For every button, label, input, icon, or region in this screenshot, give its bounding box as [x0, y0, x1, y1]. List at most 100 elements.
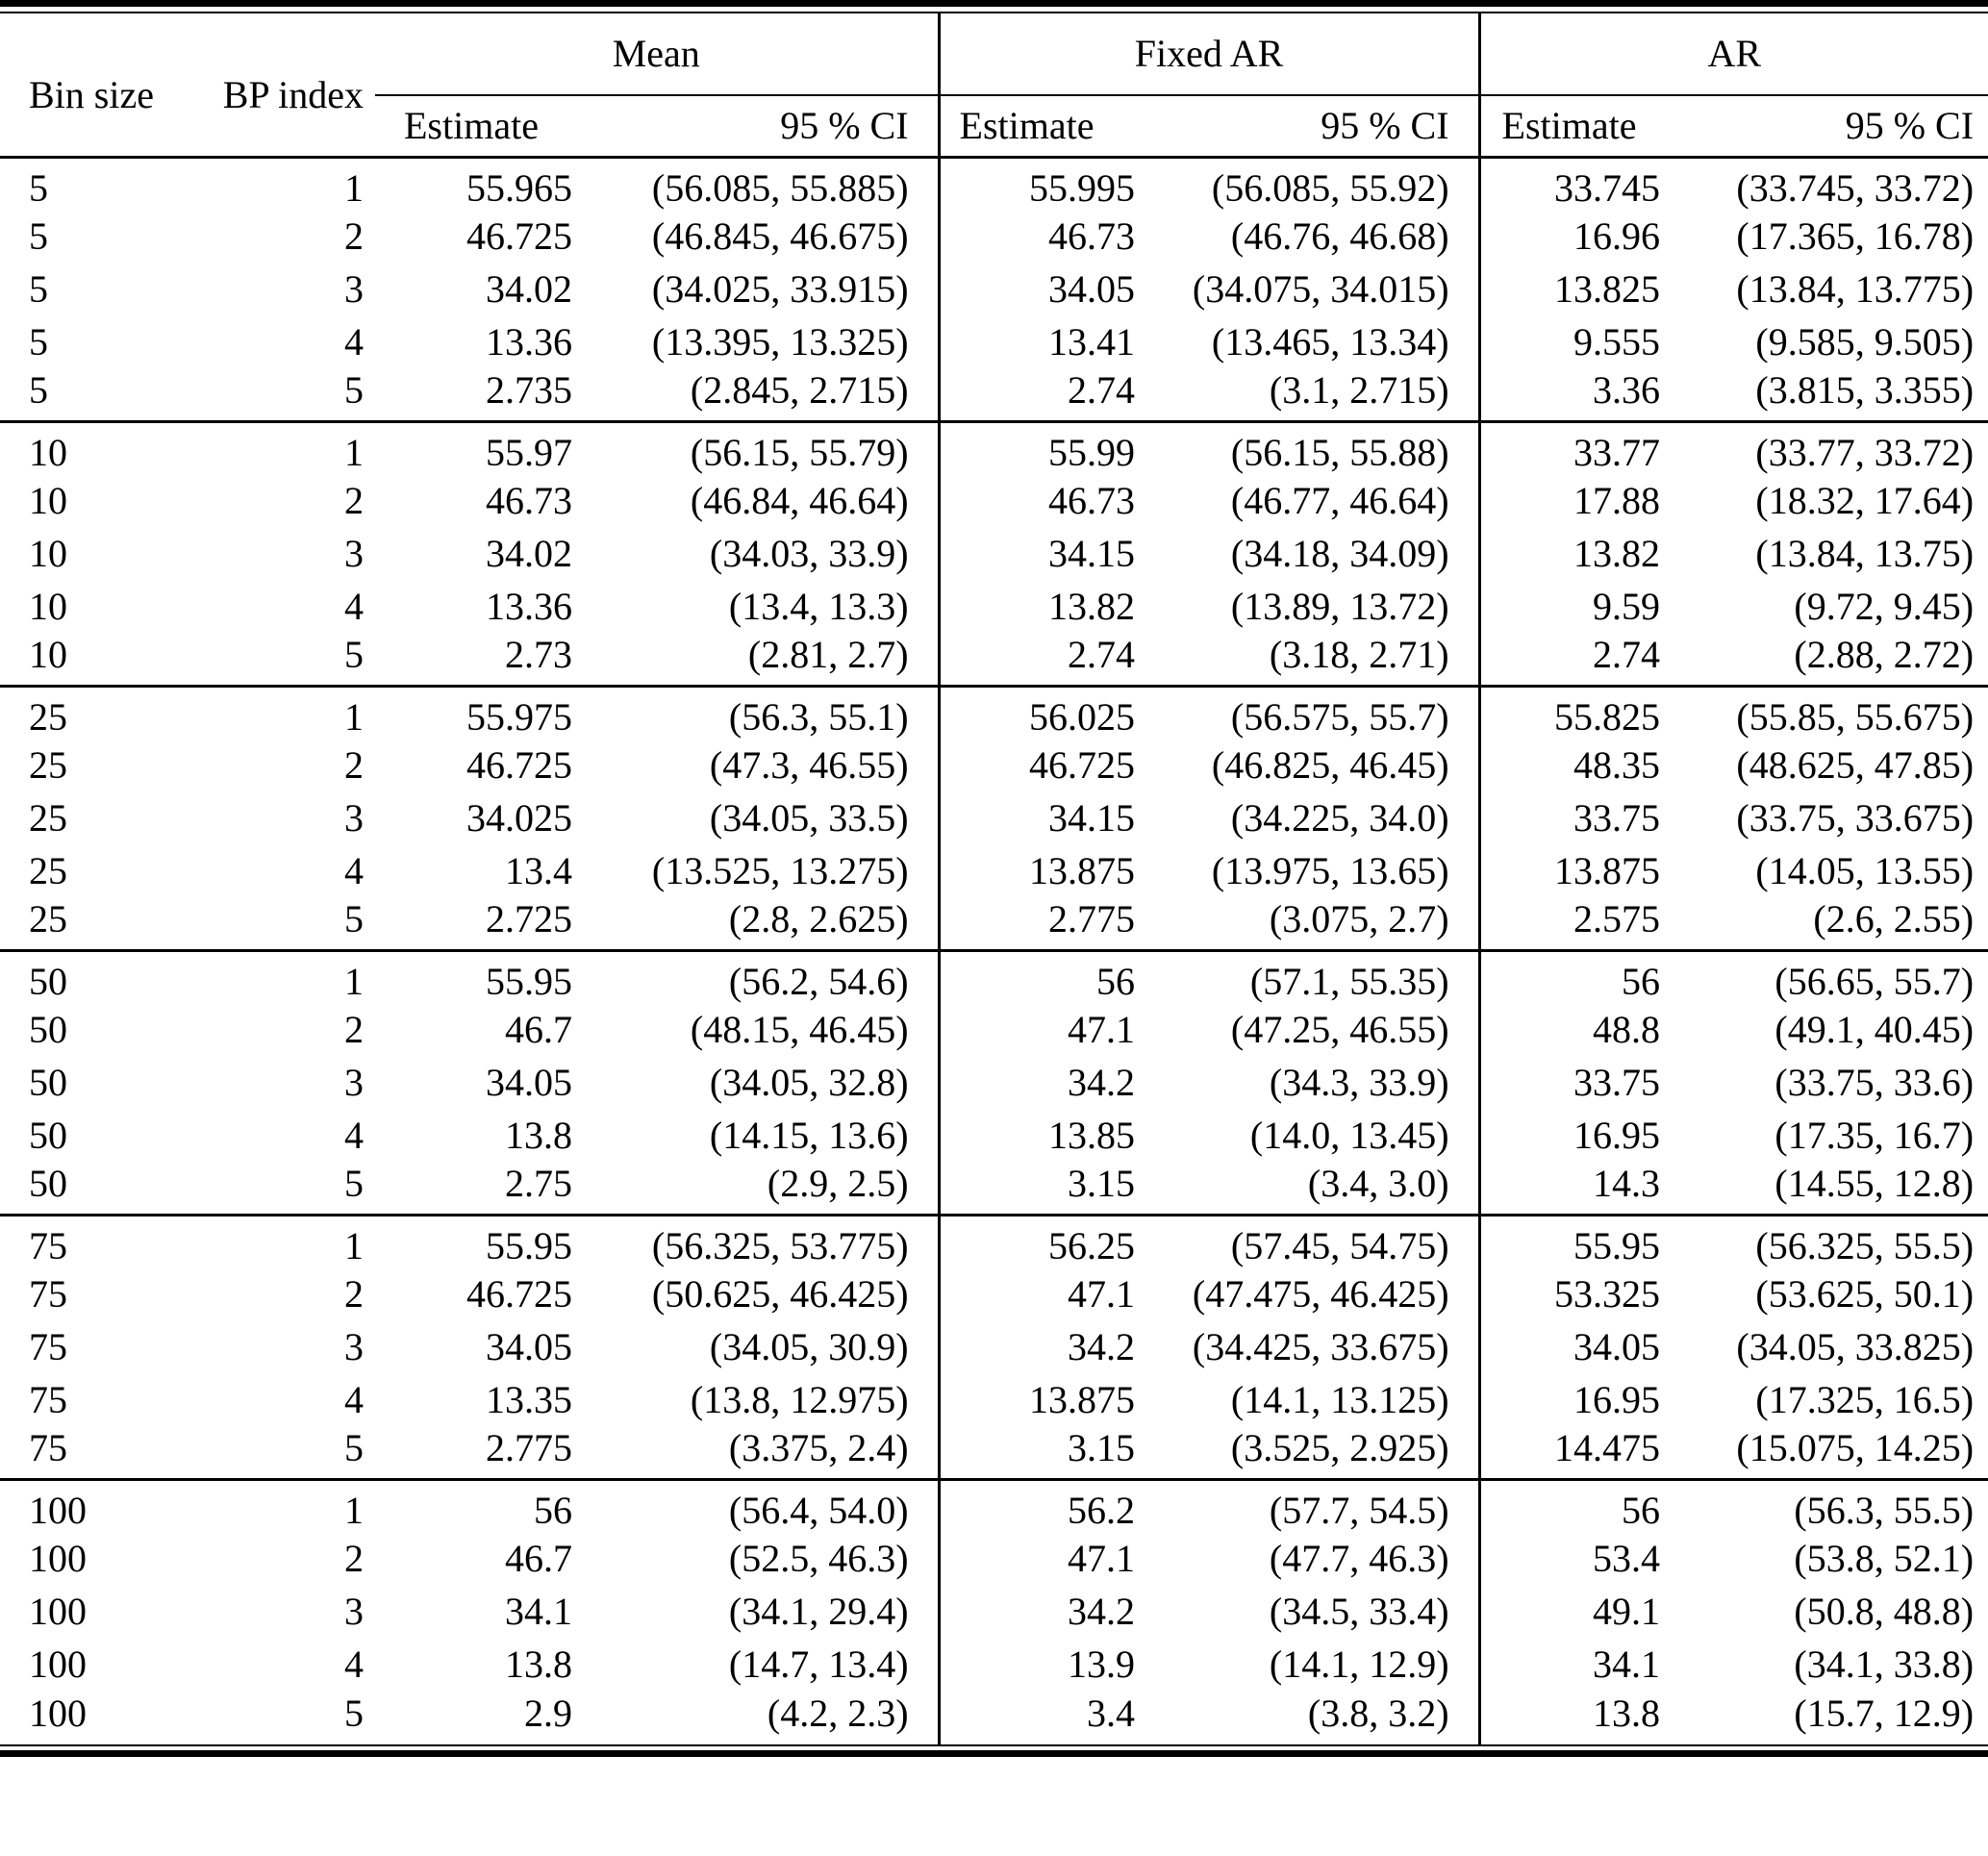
fixed-ar-ci-cell: (57.1, 55.35) [1164, 950, 1481, 1004]
bp-index-cell: 3 [344, 796, 364, 840]
fixed-ar-estimate-cell: 47.1 [1068, 1537, 1136, 1580]
ar-ci-cell: (2.6, 2.55) [1813, 896, 1975, 941]
mean-ci-cell: (50.625, 46.425) [596, 1267, 941, 1321]
bin-size-cell: 50 [29, 960, 67, 1004]
fixed-ar-ci-cell: (34.3, 33.9) [1164, 1056, 1481, 1110]
fixed-ar-ci-cell: (57.7, 54.5) [1164, 1479, 1481, 1533]
fixed-ar-ci-cell: (14.0, 13.45) [1164, 1109, 1481, 1163]
fixed-ar-estimate-cell: 47.1 [1068, 1008, 1136, 1051]
ar-ci-cell: (17.35, 16.7) [1774, 1114, 1975, 1157]
table-row: 5 3 34.02 (34.025, 33.915) 34.05 (34.075, 34.… [0, 263, 1988, 316]
bin-group: 75 1 55.95 (56.325, 53.775) 56.25 (57.45, 54.… [0, 1215, 1988, 1480]
bp-index-cell: 5 [344, 896, 364, 941]
table-row: 75 5 2.775 (3.375, 2.4) 3.15 (3.525, 2.925) 14… [0, 1425, 1988, 1480]
top-rule-thick [0, 0, 1988, 7]
fixed-ar-ci-cell: (3.525, 2.925) [1164, 1426, 1481, 1480]
ar-estimate-cell: 55.95 [1573, 1224, 1661, 1268]
table-row: 100 5 2.9 (4.2, 2.3) 3.4 (3.8, 3.2) 13.8 (15.7,… [0, 1691, 1988, 1744]
fixed-ar-estimate-cell: 46.73 [1048, 214, 1136, 258]
header-row-groups: Bin size BP index Mean Fixed AR AR [0, 13, 1988, 113]
fixed-ar-ci-cell: (13.89, 13.72) [1164, 580, 1481, 634]
ar-ci-cell: (2.88, 2.72) [1794, 632, 1975, 676]
bp-index-cell: 2 [344, 743, 364, 787]
ar-estimate-cell: 13.82 [1573, 532, 1661, 575]
ar-estimate-cell: 33.77 [1573, 431, 1661, 475]
fixed-ar-ci-cell: (47.475, 46.425) [1164, 1267, 1481, 1321]
mean-ci-cell: (46.84, 46.64) [596, 474, 941, 528]
table-row: 25 5 2.725 (2.8, 2.625) 2.775 (3.075, 2.7) 2.5… [0, 896, 1988, 951]
fixed-ar-ci-cell: (3.075, 2.7) [1164, 897, 1481, 951]
ar-estimate-cell: 16.95 [1573, 1114, 1661, 1157]
fixed-ar-ci-cell: (3.4, 3.0) [1164, 1162, 1481, 1216]
bin-size-cell: 5 [29, 214, 48, 258]
fixed-ar-ci-cell: (13.975, 13.65) [1164, 844, 1481, 898]
bin-size-cell: 5 [29, 166, 48, 211]
ar-ci-cell: (9.585, 9.505) [1755, 320, 1975, 364]
ar-estimate-cell: 33.75 [1573, 1061, 1661, 1104]
mean-estimate-cell: 34.1 [505, 1590, 572, 1633]
ar-ci-cell: (13.84, 13.775) [1736, 267, 1975, 311]
fixed-ar-estimate-cell: 34.05 [1048, 267, 1136, 311]
bin-size-cell: 75 [29, 1425, 67, 1469]
bin-group: 5 1 55.965 (56.085, 55.885) 55.995 (56.085, 5… [0, 157, 1988, 422]
ar-ci-cell: (15.7, 12.9) [1794, 1691, 1975, 1735]
bin-group: 10 1 55.97 (56.15, 55.79) 55.99 (56.15, 55.88… [0, 421, 1988, 687]
mean-estimate-cell: 2.775 [486, 1425, 572, 1469]
fixed-ar-estimate-cell: 13.875 [1029, 849, 1136, 892]
fixed-ar-ci-cell: (34.5, 33.4) [1164, 1585, 1481, 1639]
col-header-mean-ci: 95 % CI [596, 95, 941, 158]
fixed-ar-ci-cell: (34.425, 33.675) [1164, 1320, 1481, 1374]
mean-ci-cell: (2.845, 2.715) [596, 368, 941, 422]
ar-ci-cell: (50.8, 48.8) [1794, 1590, 1975, 1633]
mean-ci-cell: (34.05, 30.9) [596, 1320, 941, 1374]
ar-estimate-cell: 17.88 [1573, 479, 1661, 522]
ar-estimate-cell: 14.475 [1554, 1425, 1661, 1469]
fixed-ar-ci-cell: (14.1, 12.9) [1164, 1638, 1481, 1692]
fixed-ar-estimate-cell: 55.995 [1029, 166, 1136, 211]
col-group-mean: Mean [375, 13, 941, 96]
bp-index-cell: 1 [344, 431, 364, 475]
table-row: 25 2 46.725 (47.3, 46.55) 46.725 (46.825, 46.… [0, 739, 1988, 792]
bin-size-cell: 75 [29, 1224, 67, 1268]
fixed-ar-estimate-cell: 3.15 [1068, 1161, 1136, 1205]
mean-estimate-cell: 13.35 [486, 1378, 572, 1421]
fixed-ar-estimate-cell: 13.875 [1029, 1378, 1136, 1421]
ar-estimate-cell: 49.1 [1593, 1590, 1661, 1633]
bin-size-cell: 25 [29, 695, 67, 740]
mean-estimate-cell: 55.965 [466, 166, 572, 211]
table-row: 10 3 34.02 (34.03, 33.9) 34.15 (34.18, 34.09)… [0, 527, 1988, 581]
bin-size-cell: 50 [29, 1061, 67, 1104]
mean-ci-cell: (2.9, 2.5) [596, 1162, 941, 1216]
fixed-ar-ci-cell: (46.825, 46.45) [1164, 739, 1481, 792]
mean-estimate-cell: 46.7 [505, 1008, 572, 1051]
mean-ci-cell: (56.3, 55.1) [596, 686, 941, 740]
bp-index-cell: 4 [344, 1114, 364, 1157]
ar-estimate-cell: 16.96 [1573, 214, 1661, 258]
mean-ci-cell: (2.8, 2.625) [596, 897, 941, 951]
bp-index-cell: 5 [344, 1161, 364, 1205]
table-row: 75 1 55.95 (56.325, 53.775) 56.25 (57.45, 54.… [0, 1215, 1988, 1268]
bp-index-cell: 5 [344, 632, 364, 676]
bp-index-cell: 2 [344, 1008, 364, 1051]
mean-estimate-cell: 46.725 [466, 1272, 572, 1316]
mean-ci-cell: (3.375, 2.4) [596, 1426, 941, 1480]
fixed-ar-estimate-cell: 34.2 [1068, 1061, 1136, 1104]
table-row: 5 2 46.725 (46.845, 46.675) 46.73 (46.76, 46.… [0, 210, 1988, 263]
table-row: 5 1 55.965 (56.085, 55.885) 55.995 (56.085, 5… [0, 157, 1988, 211]
fixed-ar-estimate-cell: 34.2 [1068, 1325, 1136, 1368]
fixed-ar-estimate-cell: 34.2 [1068, 1590, 1136, 1633]
fixed-ar-ci-cell: (56.085, 55.92) [1164, 157, 1481, 211]
table-row: 75 2 46.725 (50.625, 46.425) 47.1 (47.475, 46… [0, 1267, 1988, 1321]
bin-size-cell: 10 [29, 431, 67, 475]
ar-estimate-cell: 34.05 [1573, 1325, 1661, 1368]
mean-estimate-cell: 2.725 [486, 896, 572, 941]
ar-estimate-cell: 9.555 [1573, 320, 1661, 364]
bin-size-cell: 25 [29, 849, 67, 892]
ar-ci-cell: (33.75, 33.675) [1736, 796, 1975, 840]
fixed-ar-estimate-cell: 13.82 [1048, 585, 1136, 628]
mean-estimate-cell: 13.36 [486, 585, 572, 628]
fixed-ar-estimate-cell: 2.775 [1048, 896, 1136, 941]
ar-estimate-cell: 34.1 [1593, 1643, 1661, 1686]
mean-ci-cell: (13.4, 13.3) [596, 580, 941, 634]
col-header-ar-ci: 95 % CI [1845, 104, 1975, 147]
